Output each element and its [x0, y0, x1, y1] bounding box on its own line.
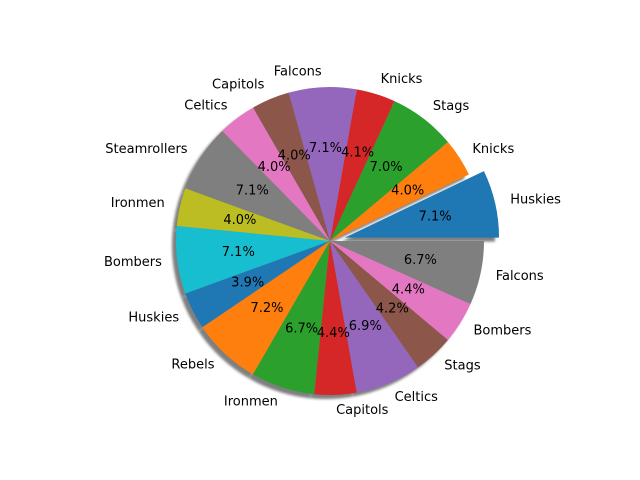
pie-category-label: Celtics	[184, 99, 228, 114]
pie-pct-label: 7.2%	[250, 301, 283, 316]
pie-slice-falcons-17	[330, 241, 484, 304]
pie-category-label: Stags	[444, 359, 481, 374]
pie-pct-label: 4.0%	[391, 184, 424, 199]
pie-category-label: Knicks	[472, 142, 514, 157]
pie-pct-label: 3.9%	[231, 276, 264, 291]
pie-pct-label: 7.1%	[222, 245, 255, 260]
pie-pct-label: 7.1%	[236, 184, 269, 199]
pie-category-label: Steamrollers	[105, 142, 188, 157]
pie-category-label: Capitols	[212, 77, 265, 92]
pie-slice-bombers-16	[330, 241, 471, 340]
pie-category-label: Falcons	[274, 64, 322, 79]
pie-slice-rebels-11	[202, 241, 330, 375]
pie-pct-label: 4.1%	[341, 145, 374, 160]
pie-slices	[176, 86, 500, 395]
pie-pct-label: 7.1%	[419, 210, 452, 225]
pie-pct-label: 4.0%	[278, 148, 311, 163]
pie-pct-label: 4.2%	[376, 302, 409, 317]
pie-slice-huskies-0	[345, 171, 500, 238]
pie-pct-label: 7.1%	[309, 141, 342, 156]
pie-category-label: Huskies	[128, 311, 179, 326]
pie-slice-capitols-13	[314, 241, 357, 395]
pie-slice-capitols-5	[253, 92, 330, 241]
pie-slice-knicks-1	[330, 142, 469, 241]
pie-pct-label: 7.0%	[370, 160, 403, 175]
pie-slice-huskies-10	[185, 241, 330, 328]
pie-category-label: Ironmen	[111, 196, 165, 211]
pie-category-label: Celtics	[395, 390, 439, 405]
pie-pct-label: 4.0%	[258, 160, 291, 175]
pie-slice-stags-15	[330, 241, 448, 368]
pie-slice-stags-2	[330, 101, 448, 241]
pie-category-label: Capitols	[336, 403, 389, 418]
pie-slice-ironmen-8	[176, 188, 330, 241]
pie-category-label: Rebels	[171, 357, 214, 372]
pie-slice-steamrollers-7	[185, 130, 330, 241]
pie-category-label: Huskies	[510, 193, 561, 208]
pie-category-label: Stags	[433, 99, 470, 114]
pie-pct-label: 4.0%	[223, 213, 256, 228]
pie-category-label: Knicks	[381, 72, 423, 87]
pie-pct-label: 6.9%	[349, 319, 382, 334]
pie-category-label: Falcons	[496, 269, 544, 284]
pie-category-label: Bombers	[474, 323, 532, 338]
pie-slice-celtics-14	[330, 241, 419, 393]
pie-pct-label: 4.4%	[317, 326, 350, 341]
pie-category-labels: Huskies Knicks Stags Knicks Falcons Capitols C…	[104, 64, 561, 418]
pie-slice-falcons-4	[288, 86, 357, 241]
pie-percentage-labels: 7.1%4.0%7.0%4.1%7.1%4.0%4.0%7.1%4.0%7.1%…	[222, 141, 452, 341]
pie-pct-label: 4.4%	[392, 283, 425, 298]
pie-category-label: Bombers	[104, 255, 162, 270]
pie-pct-label: 6.7%	[285, 321, 318, 336]
pie-slice-ironmen-12	[253, 241, 330, 395]
pie-slice-knicks-3	[330, 89, 395, 242]
pie-slice-celtics-6	[222, 107, 330, 242]
pie-category-label: Ironmen	[224, 395, 278, 410]
pie-pct-label: 6.7%	[404, 253, 437, 268]
pie-slice-bombers-9	[176, 226, 330, 294]
